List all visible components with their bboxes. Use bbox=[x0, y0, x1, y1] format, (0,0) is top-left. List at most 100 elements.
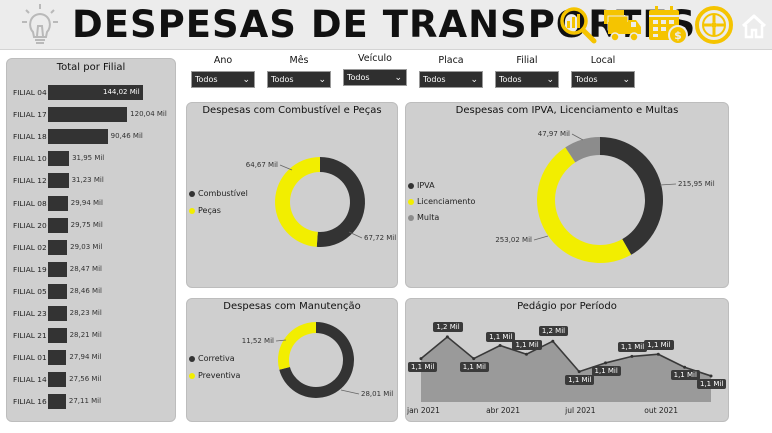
bar-value-label: 28,47 Mil bbox=[69, 264, 102, 273]
bar[interactable] bbox=[48, 195, 68, 211]
bar-category-label: FILIAL 12 bbox=[13, 176, 47, 186]
trucks-icon[interactable] bbox=[602, 6, 644, 44]
data-point[interactable] bbox=[630, 354, 634, 358]
bar[interactable] bbox=[48, 151, 70, 167]
bar[interactable] bbox=[48, 350, 67, 366]
bar[interactable] bbox=[48, 217, 68, 233]
donut-slice[interactable] bbox=[279, 322, 355, 398]
data-label: 1,2 Mil bbox=[433, 321, 463, 332]
filter-dropdown[interactable]: Todos ⌄ bbox=[191, 71, 255, 88]
filter-label: Veículo bbox=[358, 53, 392, 64]
data-label: 1,1 Mil bbox=[644, 340, 674, 351]
filter-value: Todos bbox=[195, 75, 218, 84]
bar-category-label: FILIAL 18 bbox=[13, 132, 47, 142]
data-point[interactable] bbox=[577, 370, 581, 374]
chart-title: Despesas com Combustível e Peças bbox=[202, 105, 382, 116]
data-label: 47,97 Mil bbox=[537, 130, 570, 138]
legend-entry[interactable]: Multa bbox=[417, 213, 440, 222]
legend-marker bbox=[189, 191, 195, 197]
filter-dropdown[interactable]: Todos ⌄ bbox=[571, 71, 635, 88]
data-label: 1,1 Mil bbox=[565, 374, 595, 385]
data-point[interactable] bbox=[683, 365, 687, 369]
bar-category-label: FILIAL 04 bbox=[13, 88, 47, 97]
home-icon[interactable] bbox=[740, 12, 768, 40]
bar[interactable] bbox=[48, 372, 67, 388]
data-point[interactable] bbox=[498, 344, 502, 348]
legend-marker bbox=[408, 215, 414, 221]
bar-value-label: 27,11 Mil bbox=[68, 397, 102, 406]
bar[interactable] bbox=[48, 283, 67, 299]
data-label: 11,52 Mil bbox=[241, 337, 274, 345]
filter-label: Filial bbox=[516, 55, 538, 66]
bar[interactable] bbox=[48, 261, 67, 277]
legend-entry[interactable]: Licenciamento bbox=[417, 197, 476, 206]
panel-ipva-licenciamento-multas: Despesas com IPVA, Licenciamento e Multa… bbox=[405, 102, 729, 288]
legend-entry[interactable]: IPVA bbox=[417, 181, 435, 190]
legend-entry[interactable]: Combustível bbox=[198, 189, 248, 198]
data-label: 1,1 Mil bbox=[670, 370, 700, 381]
wheel-icon[interactable] bbox=[694, 5, 734, 45]
chart-title: Pedágio por Período bbox=[517, 301, 617, 312]
panel-total-por-filial: Total por Filial FILIAL 04 144,02 Mil FILI… bbox=[6, 58, 176, 422]
data-point[interactable] bbox=[604, 361, 608, 365]
chevron-down-icon: ⌄ bbox=[546, 75, 554, 85]
filter-label: Ano bbox=[213, 55, 233, 66]
bar-category-label: FILIAL 23 bbox=[13, 309, 47, 318]
data-label: 28,01 Mil bbox=[361, 390, 394, 398]
donut-slice[interactable] bbox=[600, 137, 664, 255]
filter-value: Todos bbox=[499, 75, 522, 84]
bar-category-label: FILIAL 05 bbox=[13, 286, 47, 296]
bar-value-label: 27,56 Mil bbox=[69, 375, 102, 384]
bar[interactable] bbox=[48, 129, 108, 145]
bar-category-label: FILIAL 10 bbox=[13, 154, 47, 164]
x-tick-label: abr 2021 bbox=[486, 406, 520, 415]
filter-value: Todos bbox=[347, 73, 370, 82]
bar[interactable] bbox=[48, 107, 128, 123]
lightbulb-icon bbox=[20, 2, 60, 48]
bar[interactable] bbox=[48, 328, 67, 344]
data-label: 1,1 Mil bbox=[617, 342, 648, 353]
bar[interactable] bbox=[48, 306, 67, 321]
calendar-money-icon[interactable]: $ bbox=[647, 4, 689, 46]
bar[interactable] bbox=[48, 85, 143, 100]
donut-slice[interactable] bbox=[278, 322, 316, 370]
bar[interactable] bbox=[48, 239, 68, 255]
legend-entry[interactable]: Corretiva bbox=[198, 354, 235, 363]
bar-value-label: 28,23 Mil bbox=[69, 309, 102, 317]
filter-dropdown[interactable]: Todos ⌄ bbox=[419, 71, 483, 88]
filter-value: Todos bbox=[575, 75, 598, 84]
chart-title: Despesas com Manutenção bbox=[223, 301, 361, 312]
filter-dropdown[interactable]: Todos ⌄ bbox=[267, 71, 331, 88]
data-point[interactable] bbox=[419, 357, 423, 361]
donut-slice[interactable] bbox=[536, 147, 632, 264]
data-label: 1,2 Mil bbox=[538, 326, 569, 337]
donut-slice[interactable] bbox=[565, 137, 600, 163]
data-point[interactable] bbox=[445, 335, 449, 339]
legend-entry[interactable]: Preventiva bbox=[198, 371, 241, 380]
data-label: 1,1 Mil bbox=[697, 378, 727, 389]
bar-value-label: 28,46 Mil bbox=[69, 286, 102, 295]
data-point[interactable] bbox=[709, 374, 713, 378]
data-point[interactable] bbox=[656, 352, 660, 356]
filter-dropdown[interactable]: Todos ⌄ bbox=[495, 71, 559, 88]
donut-slice[interactable] bbox=[316, 157, 365, 247]
bar[interactable] bbox=[48, 173, 69, 189]
chevron-down-icon: ⌄ bbox=[394, 73, 402, 83]
bar-value-label: 29,03 Mil bbox=[70, 242, 103, 251]
data-point[interactable] bbox=[472, 357, 476, 361]
filter-label: Placa bbox=[438, 55, 464, 66]
bar-value-label: 31,95 Mil bbox=[72, 154, 105, 163]
bar-value-label: 28,21 Mil bbox=[69, 331, 102, 340]
bar-category-label: FILIAL 17 bbox=[13, 110, 47, 120]
filter-value: Todos bbox=[423, 75, 446, 84]
search-chart-icon[interactable] bbox=[558, 5, 598, 45]
data-label: 215,95 Mil bbox=[678, 180, 715, 188]
legend-entry[interactable]: Peças bbox=[198, 206, 221, 215]
donut-slice[interactable] bbox=[274, 157, 320, 247]
bar[interactable] bbox=[48, 394, 66, 410]
data-point[interactable] bbox=[551, 339, 555, 343]
bar-category-label: FILIAL 19 bbox=[13, 264, 47, 274]
data-point[interactable] bbox=[524, 352, 528, 356]
panel-manutencao: Despesas com Manutenção bbox=[186, 298, 398, 422]
filter-dropdown[interactable]: Todos ⌄ bbox=[343, 69, 407, 86]
